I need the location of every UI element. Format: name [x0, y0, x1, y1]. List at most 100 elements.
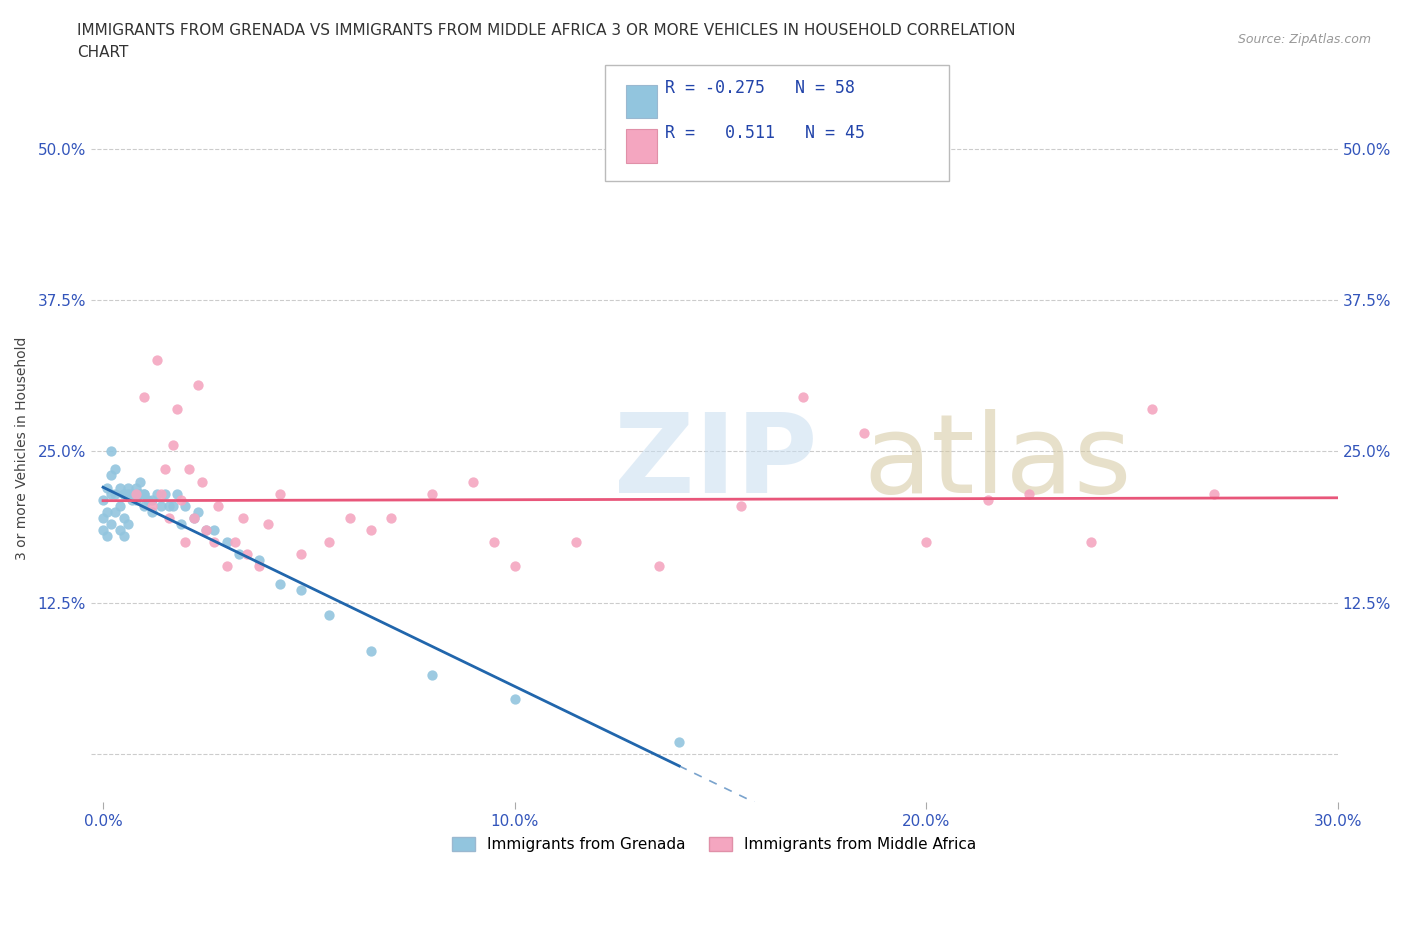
- Point: [108, 480, 131, 495]
- Point: [166, 402, 188, 417]
- Point: [129, 474, 152, 489]
- Point: [134, 486, 156, 501]
- Point: [100, 486, 122, 501]
- Point: [125, 492, 148, 507]
- Text: R =   0.511   N = 45: R = 0.511 N = 45: [665, 124, 865, 141]
- Point: [117, 516, 139, 531]
- Point: [134, 498, 156, 513]
- Point: [1018, 486, 1040, 501]
- Point: [1204, 486, 1226, 501]
- Point: [318, 535, 340, 550]
- Point: [125, 486, 148, 501]
- Point: [96, 480, 118, 495]
- Point: [503, 559, 526, 574]
- Point: [915, 535, 938, 550]
- Point: [112, 528, 135, 543]
- Point: [792, 390, 814, 405]
- Point: [149, 486, 172, 501]
- Text: R = -0.275   N = 58: R = -0.275 N = 58: [665, 79, 855, 97]
- Point: [360, 644, 382, 658]
- Point: [104, 504, 127, 519]
- Point: [121, 486, 143, 501]
- Point: [183, 511, 205, 525]
- Point: [141, 498, 163, 513]
- Point: [125, 480, 148, 495]
- Point: [463, 474, 485, 489]
- Point: [194, 523, 217, 538]
- Point: [420, 668, 443, 683]
- Point: [149, 498, 172, 513]
- Point: [191, 474, 214, 489]
- Point: [565, 535, 588, 550]
- Point: [108, 523, 131, 538]
- Point: [108, 498, 131, 513]
- Point: [207, 498, 229, 513]
- Point: [166, 486, 188, 501]
- Point: [360, 523, 382, 538]
- Point: [977, 492, 1000, 507]
- Point: [112, 511, 135, 525]
- Point: [141, 492, 163, 507]
- Point: [96, 528, 118, 543]
- Point: [117, 486, 139, 501]
- Point: [104, 486, 127, 501]
- Y-axis label: 3 or more Vehicles in Household: 3 or more Vehicles in Household: [15, 337, 30, 560]
- Point: [145, 486, 167, 501]
- Point: [290, 583, 312, 598]
- Point: [91, 523, 114, 538]
- Point: [112, 486, 135, 501]
- Point: [194, 523, 217, 538]
- Point: [187, 378, 209, 392]
- Point: [1080, 535, 1102, 550]
- Text: IMMIGRANTS FROM GRENADA VS IMMIGRANTS FROM MIDDLE AFRICA 3 OR MORE VEHICLES IN H: IMMIGRANTS FROM GRENADA VS IMMIGRANTS FR…: [77, 23, 1015, 38]
- Point: [215, 535, 238, 550]
- Point: [100, 468, 122, 483]
- Point: [153, 462, 176, 477]
- Point: [117, 480, 139, 495]
- Point: [134, 486, 156, 501]
- Text: Source: ZipAtlas.com: Source: ZipAtlas.com: [1237, 33, 1371, 46]
- Point: [380, 511, 402, 525]
- Point: [162, 438, 184, 453]
- Text: atlas: atlas: [863, 409, 1132, 516]
- Point: [91, 492, 114, 507]
- Text: ZIP: ZIP: [614, 409, 818, 516]
- Point: [668, 735, 690, 750]
- Point: [647, 559, 669, 574]
- Point: [174, 498, 197, 513]
- Point: [121, 492, 143, 507]
- Point: [136, 492, 159, 507]
- Point: [129, 486, 152, 501]
- Point: [232, 511, 254, 525]
- Point: [420, 486, 443, 501]
- Point: [482, 535, 505, 550]
- Point: [162, 498, 184, 513]
- Point: [228, 547, 250, 562]
- Point: [339, 511, 361, 525]
- Point: [145, 353, 167, 368]
- Point: [202, 535, 225, 550]
- Point: [104, 462, 127, 477]
- Point: [187, 504, 209, 519]
- Point: [269, 577, 291, 591]
- Text: CHART: CHART: [77, 45, 129, 60]
- Point: [141, 504, 163, 519]
- Point: [290, 547, 312, 562]
- Point: [179, 462, 201, 477]
- Point: [157, 511, 180, 525]
- Point: [112, 486, 135, 501]
- Legend: Immigrants from Grenada, Immigrants from Middle Africa: Immigrants from Grenada, Immigrants from…: [446, 831, 983, 858]
- Point: [170, 492, 193, 507]
- Point: [100, 516, 122, 531]
- Point: [318, 607, 340, 622]
- Point: [269, 486, 291, 501]
- Point: [503, 692, 526, 707]
- Point: [224, 535, 246, 550]
- Point: [157, 498, 180, 513]
- Point: [215, 559, 238, 574]
- Point: [96, 504, 118, 519]
- Point: [730, 498, 752, 513]
- Point: [91, 511, 114, 525]
- Point: [249, 559, 271, 574]
- Point: [174, 535, 197, 550]
